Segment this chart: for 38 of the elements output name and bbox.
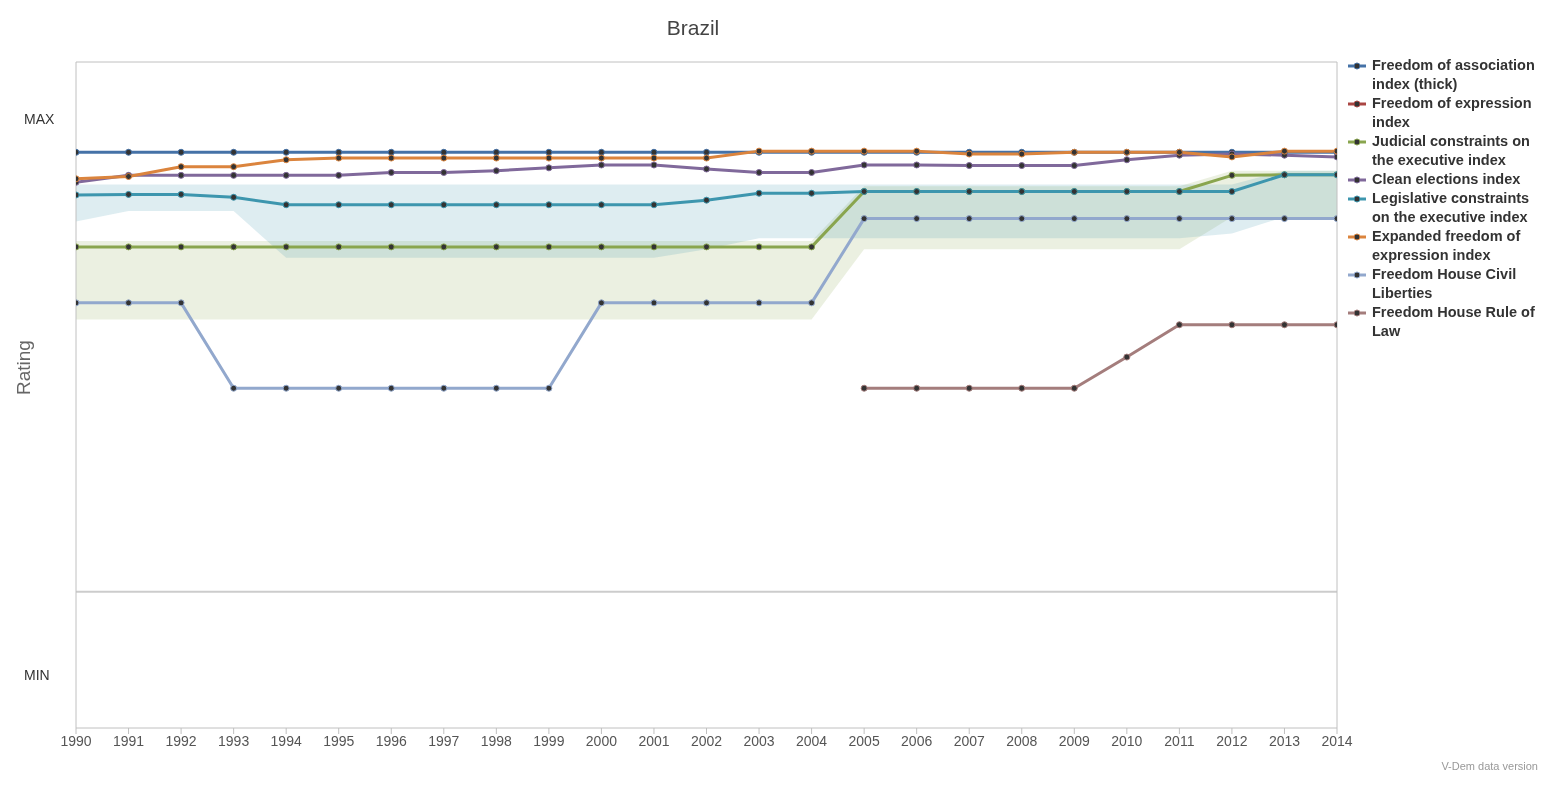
x-tick-label: 1996 [375, 732, 408, 749]
x-tick-label: 1998 [480, 732, 513, 749]
x-tick-label: 1990 [60, 732, 92, 749]
x-tick-label: 1991 [112, 732, 145, 749]
text: MIN [24, 667, 50, 683]
legend-label: Freedom of association index (thick) [1372, 56, 1536, 94]
legend-label: Legislative constraints on the executive index [1372, 189, 1531, 227]
x-tick-label: 2004 [796, 732, 828, 749]
x-tick-label: 1995 [323, 732, 355, 749]
x-tick-label: 1999 [533, 732, 565, 749]
y-axis-title: Rating [12, 340, 34, 395]
legend-label: Freedom of expression index [1372, 94, 1533, 132]
x-tick-label: 2006 [901, 732, 933, 749]
legend-label: Judicial constraints on the executive index [1372, 132, 1531, 170]
legend-label: Expanded freedom of expression index [1372, 227, 1522, 265]
x-tick-label: 2009 [1058, 732, 1091, 749]
x-tick-label: 2014 [1321, 732, 1353, 749]
legend-label: Freedom House Civil Liberties [1372, 265, 1518, 303]
x-tick-label: 2010 [1111, 732, 1143, 749]
x-tick-label: 2008 [1006, 732, 1038, 749]
x-tick-label: 2011 [1164, 732, 1195, 749]
text: V-Dem data version [1441, 760, 1538, 772]
x-tick-label: 1997 [428, 732, 460, 749]
x-tick-label: 2005 [848, 732, 880, 749]
legend-label: Clean elections index [1372, 170, 1521, 189]
x-tick-label: 2002 [690, 732, 723, 749]
x-tick-label: 1993 [218, 732, 250, 749]
x-tick-label: 1994 [270, 732, 302, 749]
x-tick-label: 2000 [585, 732, 618, 749]
text: MAX [24, 111, 55, 127]
chart-subtitle: Brazil [665, 16, 721, 40]
legend-label: Freedom House Rule of Law [1372, 303, 1536, 341]
x-tick-label: 2013 [1268, 732, 1301, 749]
x-tick-label: 2012 [1216, 732, 1248, 749]
x-tick-label: 2003 [743, 732, 775, 749]
x-tick-label: 1992 [165, 732, 197, 749]
x-tick-label: 2001 [638, 732, 670, 749]
x-tick-label: 2007 [953, 732, 985, 749]
